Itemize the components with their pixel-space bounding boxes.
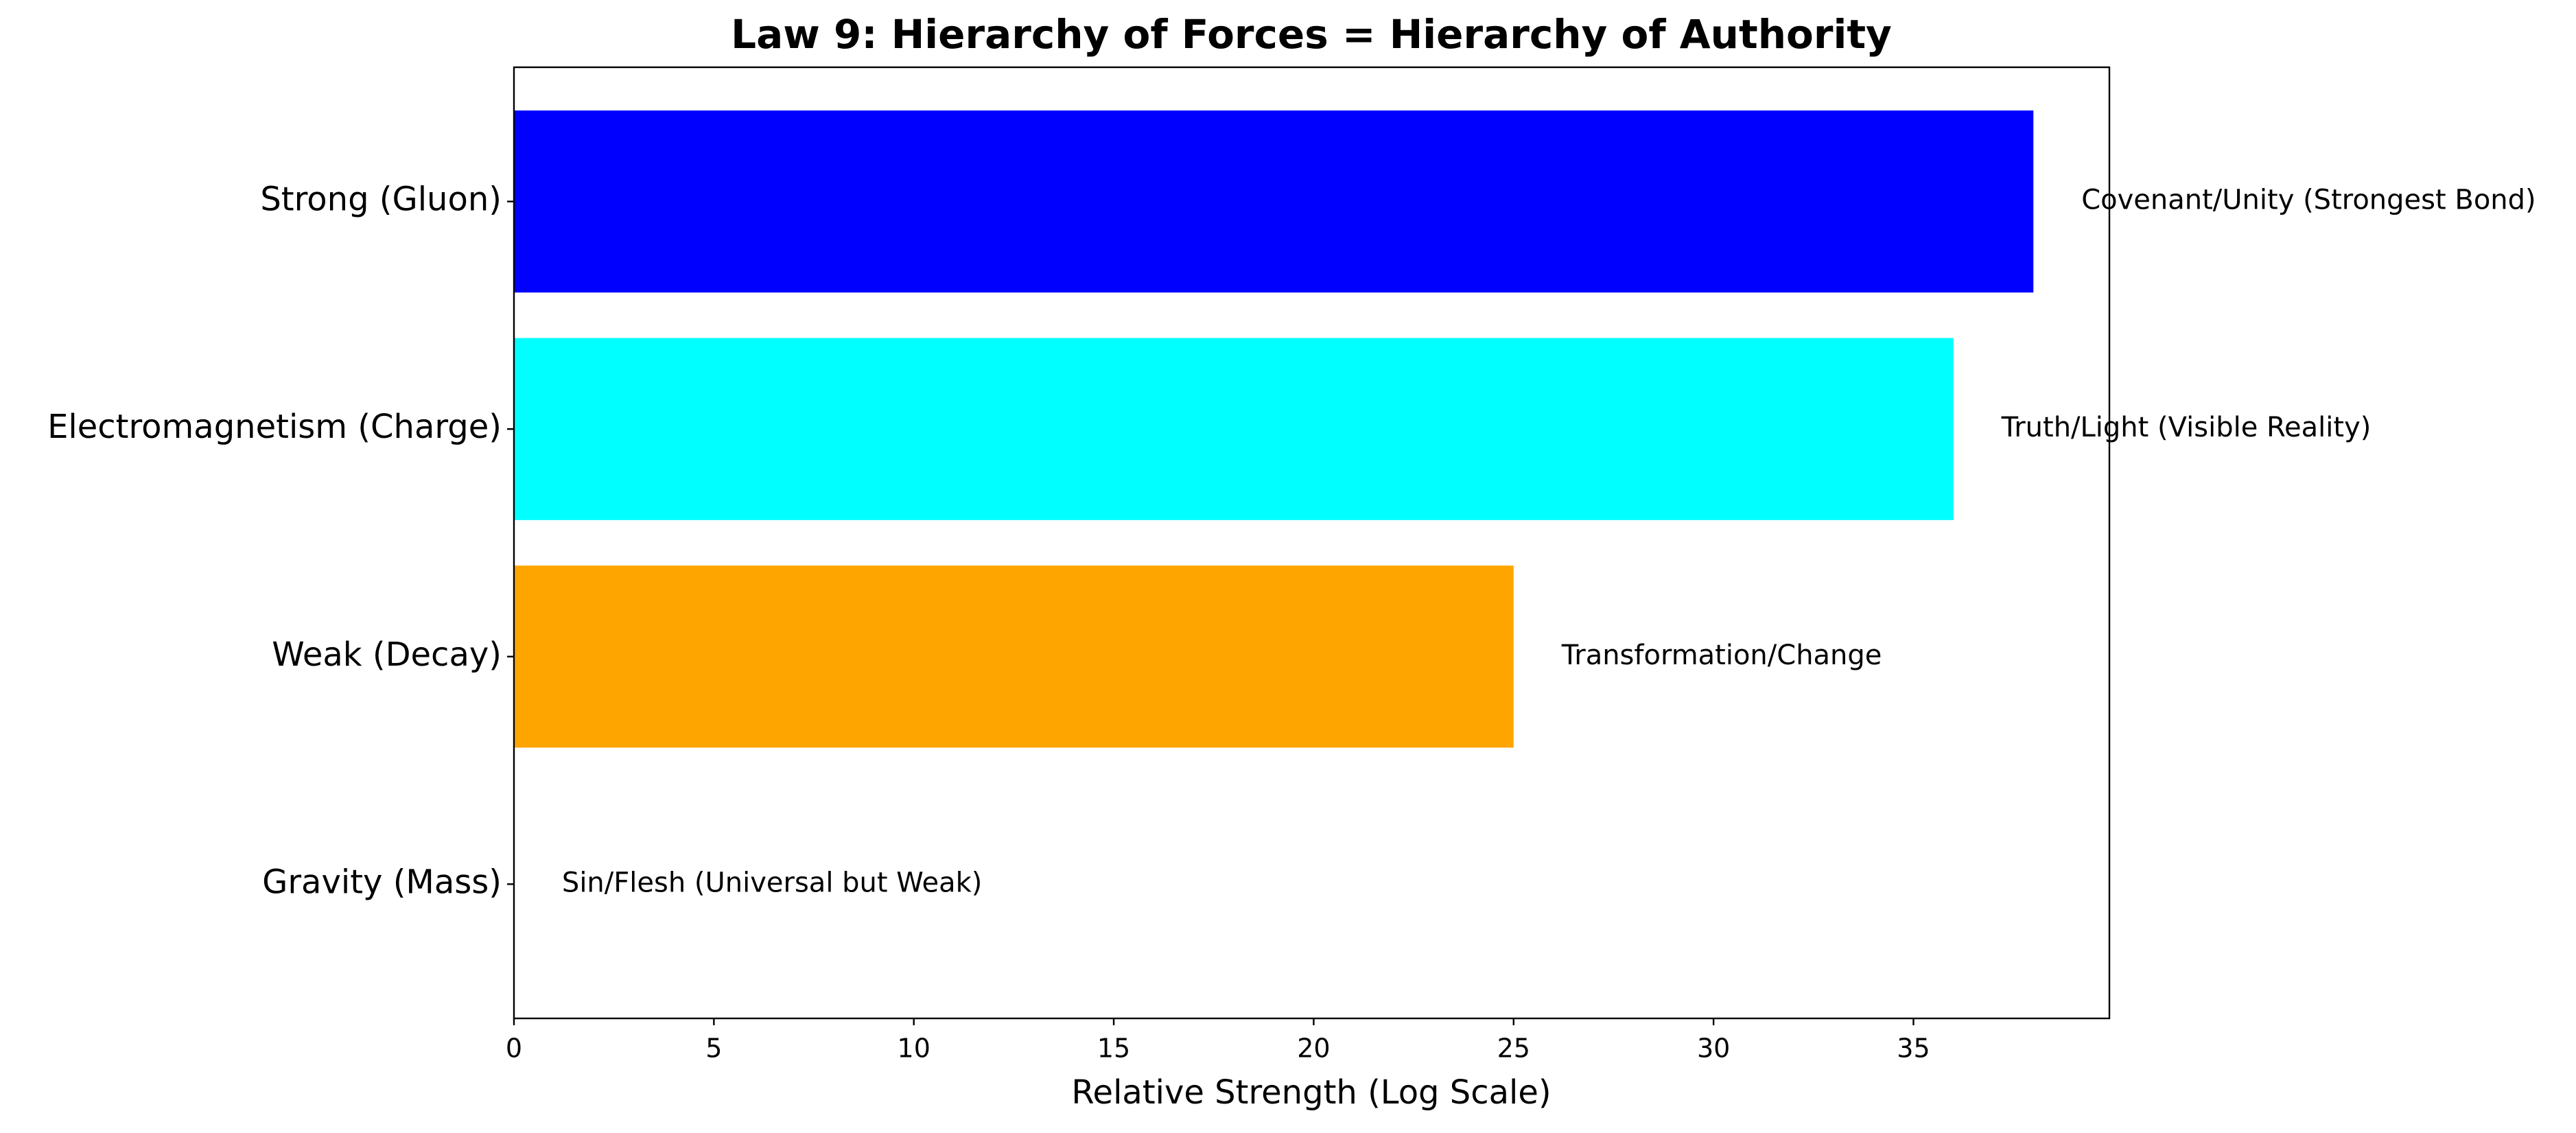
x-tick-label: 10	[898, 1033, 930, 1064]
y-tick-label: Gravity (Mass)	[262, 863, 502, 901]
x-tick-label: 5	[705, 1033, 722, 1064]
bar	[514, 565, 1514, 748]
y-tick-label: Strong (Gluon)	[260, 180, 502, 219]
annotation: Sin/Flesh (Universal but Weak)	[562, 867, 982, 898]
x-tick-label: 35	[1897, 1033, 1930, 1064]
chart-title: Law 9: Hierarchy of Forces = Hierarchy o…	[731, 11, 1892, 58]
plot-frame	[513, 66, 2111, 1020]
bar	[514, 110, 2034, 293]
annotation: Transformation/Change	[1561, 640, 1882, 671]
annotation: Truth/Light (Visible Reality)	[2001, 412, 2372, 443]
x-tick-label: 20	[1297, 1033, 1330, 1064]
bar	[514, 338, 1954, 520]
x-tick-label: 15	[1097, 1033, 1130, 1064]
annotation: Covenant/Unity (Strongest Bond)	[2081, 185, 2536, 216]
y-tick-label: Electromagnetism (Charge)	[47, 408, 502, 446]
x-tick-label: 0	[506, 1033, 522, 1064]
x-axis-label: Relative Strength (Log Scale)	[1071, 1073, 1551, 1112]
y-tick-label: Weak (Decay)	[272, 635, 502, 674]
x-tick-label: 25	[1497, 1033, 1530, 1064]
x-tick-label: 30	[1697, 1033, 1730, 1064]
